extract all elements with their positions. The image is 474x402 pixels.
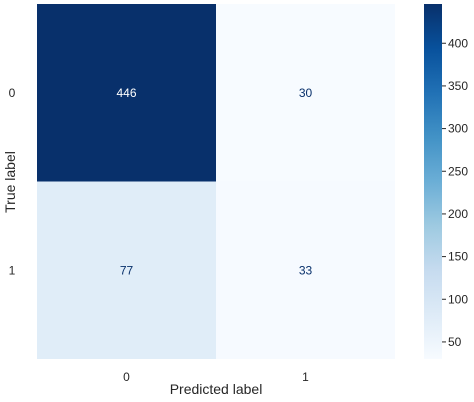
colorbar-tick-label: 350 [448,79,468,93]
cell-value-label: 446 [116,86,136,100]
colorbar-tick-label: 300 [448,122,468,136]
x-tick-label: 1 [302,370,309,384]
colorbar-tick-label: 400 [448,36,468,50]
colorbar-tick-label: 50 [448,335,462,349]
colorbar-tick-label: 150 [448,250,468,264]
colorbar-ticks: 50 100 150 200 250 300 350 400 [442,36,468,349]
heatmap-cell-1-0 [37,181,216,359]
heatmap-cell-1-1 [216,181,395,359]
heatmap-cell-0-0 [37,4,216,182]
colorbar: 50 100 150 200 250 300 350 400 [424,4,468,359]
colorbar-tick-label: 250 [448,164,468,178]
cell-value-label: 33 [299,263,313,277]
y-tick-label: 1 [9,263,16,277]
matrix-cells [37,4,395,359]
x-tick-label: 0 [123,370,130,384]
y-axis-title: True label [2,151,18,213]
y-axis-ticks: 01 [9,86,16,278]
colorbar-gradient [424,4,442,359]
y-tick-label: 0 [9,86,16,100]
cell-value-label: 30 [299,86,313,100]
cell-value-labels: 446 30 77 33 [116,86,312,278]
heatmap-cell-0-1 [216,4,395,182]
x-axis-title: Predicted label [170,381,263,397]
colorbar-tick-label: 200 [448,207,468,221]
cell-value-label: 77 [120,263,134,277]
colorbar-tick-label: 100 [448,292,468,306]
